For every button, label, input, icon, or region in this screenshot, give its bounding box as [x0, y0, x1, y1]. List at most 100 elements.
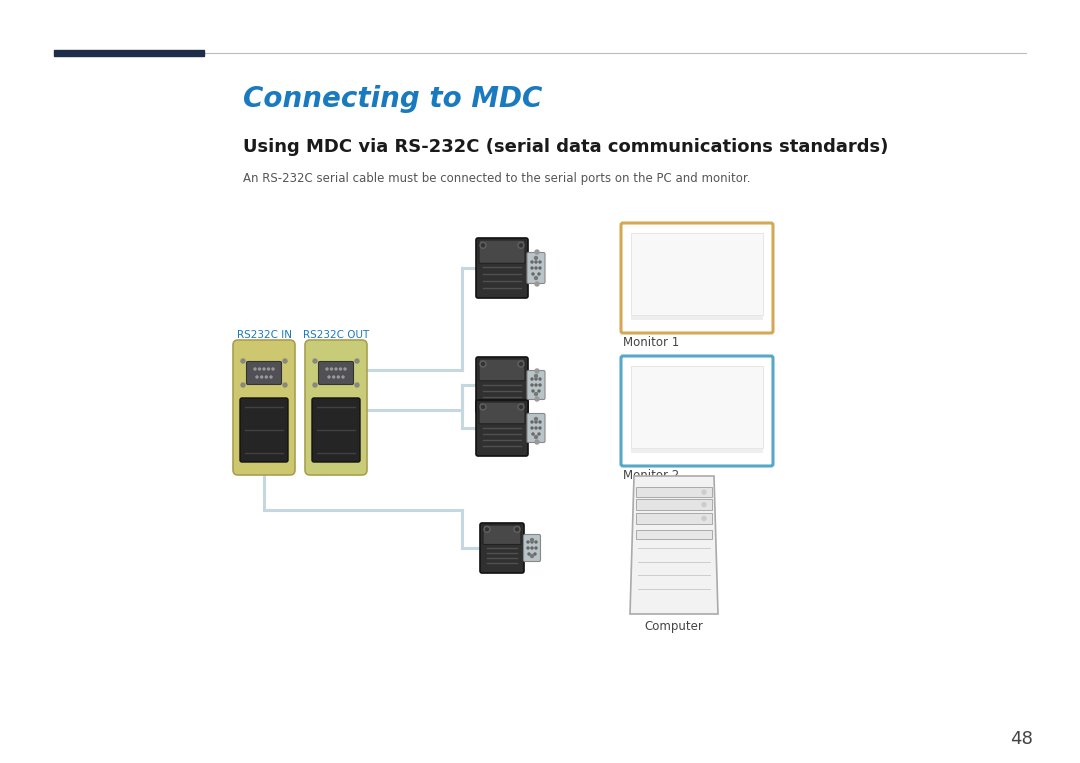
FancyBboxPatch shape [621, 356, 773, 466]
FancyBboxPatch shape [527, 371, 545, 400]
Circle shape [333, 376, 335, 378]
Circle shape [539, 427, 541, 429]
Circle shape [480, 243, 486, 248]
FancyBboxPatch shape [480, 240, 525, 263]
Circle shape [535, 250, 539, 254]
Circle shape [272, 368, 274, 370]
Circle shape [256, 376, 258, 378]
FancyBboxPatch shape [476, 238, 528, 298]
Circle shape [264, 368, 265, 370]
Circle shape [268, 368, 270, 370]
Circle shape [535, 261, 537, 263]
FancyBboxPatch shape [524, 535, 540, 562]
Circle shape [535, 421, 537, 423]
Circle shape [482, 362, 485, 365]
Text: Connecting to MDC: Connecting to MDC [243, 85, 542, 113]
FancyBboxPatch shape [483, 525, 521, 545]
Circle shape [532, 390, 534, 392]
Bar [636, 530, 712, 539]
Circle shape [535, 427, 537, 429]
Bar [631, 449, 762, 453]
Circle shape [482, 244, 485, 246]
Circle shape [254, 368, 256, 370]
FancyBboxPatch shape [527, 253, 545, 284]
Circle shape [532, 273, 534, 275]
Bar [636, 513, 712, 523]
Circle shape [313, 383, 318, 387]
FancyBboxPatch shape [305, 340, 367, 475]
Bar [631, 316, 762, 320]
Circle shape [482, 405, 485, 408]
Polygon shape [630, 476, 718, 614]
FancyBboxPatch shape [246, 362, 282, 385]
FancyBboxPatch shape [233, 340, 295, 475]
FancyBboxPatch shape [527, 414, 545, 443]
Circle shape [335, 368, 337, 370]
Circle shape [241, 359, 245, 363]
Circle shape [702, 517, 706, 520]
FancyBboxPatch shape [476, 400, 528, 456]
Circle shape [535, 256, 538, 259]
FancyBboxPatch shape [480, 523, 524, 573]
Circle shape [484, 526, 490, 533]
Circle shape [527, 541, 529, 543]
FancyBboxPatch shape [480, 402, 525, 423]
Circle shape [270, 376, 272, 378]
Circle shape [258, 368, 260, 370]
Circle shape [535, 378, 537, 380]
Circle shape [531, 421, 534, 423]
Circle shape [539, 384, 541, 386]
Circle shape [702, 503, 706, 507]
Circle shape [539, 267, 541, 269]
Circle shape [515, 528, 518, 531]
Circle shape [535, 397, 539, 401]
Circle shape [535, 541, 537, 543]
Circle shape [342, 376, 345, 378]
Circle shape [330, 368, 333, 370]
Circle shape [480, 404, 486, 410]
Circle shape [534, 553, 536, 555]
FancyBboxPatch shape [240, 398, 288, 462]
Circle shape [531, 541, 534, 543]
Circle shape [535, 282, 539, 286]
Circle shape [345, 368, 346, 370]
Circle shape [518, 361, 524, 367]
Circle shape [535, 384, 537, 386]
Circle shape [532, 433, 534, 435]
Circle shape [355, 383, 359, 387]
Circle shape [535, 417, 538, 420]
Circle shape [535, 547, 537, 549]
Circle shape [535, 375, 538, 378]
Circle shape [260, 376, 262, 378]
Circle shape [283, 359, 287, 363]
Text: Using MDC via RS-232C (serial data communications standards): Using MDC via RS-232C (serial data commu… [243, 138, 889, 156]
Circle shape [355, 359, 359, 363]
FancyBboxPatch shape [480, 359, 525, 381]
Circle shape [266, 376, 268, 378]
Circle shape [531, 378, 534, 380]
Circle shape [339, 368, 341, 370]
Circle shape [539, 378, 541, 380]
Text: 48: 48 [1010, 730, 1032, 748]
Circle shape [328, 376, 330, 378]
Text: An RS-232C serial cable must be connected to the serial ports on the PC and moni: An RS-232C serial cable must be connecte… [243, 172, 751, 185]
Circle shape [531, 261, 534, 263]
Circle shape [486, 528, 488, 531]
Circle shape [514, 526, 519, 533]
Circle shape [535, 392, 538, 395]
Circle shape [480, 361, 486, 367]
Text: RS232C IN: RS232C IN [237, 330, 292, 340]
Circle shape [530, 539, 534, 542]
FancyBboxPatch shape [476, 357, 528, 413]
Circle shape [519, 362, 523, 365]
Circle shape [539, 261, 541, 263]
Text: Monitor 2: Monitor 2 [623, 469, 679, 482]
Circle shape [535, 267, 537, 269]
Circle shape [528, 553, 530, 555]
Bar [636, 500, 712, 510]
Circle shape [519, 244, 523, 246]
Circle shape [527, 547, 529, 549]
Bar [631, 233, 762, 315]
Text: Monitor 1: Monitor 1 [623, 336, 679, 349]
Circle shape [538, 433, 540, 435]
